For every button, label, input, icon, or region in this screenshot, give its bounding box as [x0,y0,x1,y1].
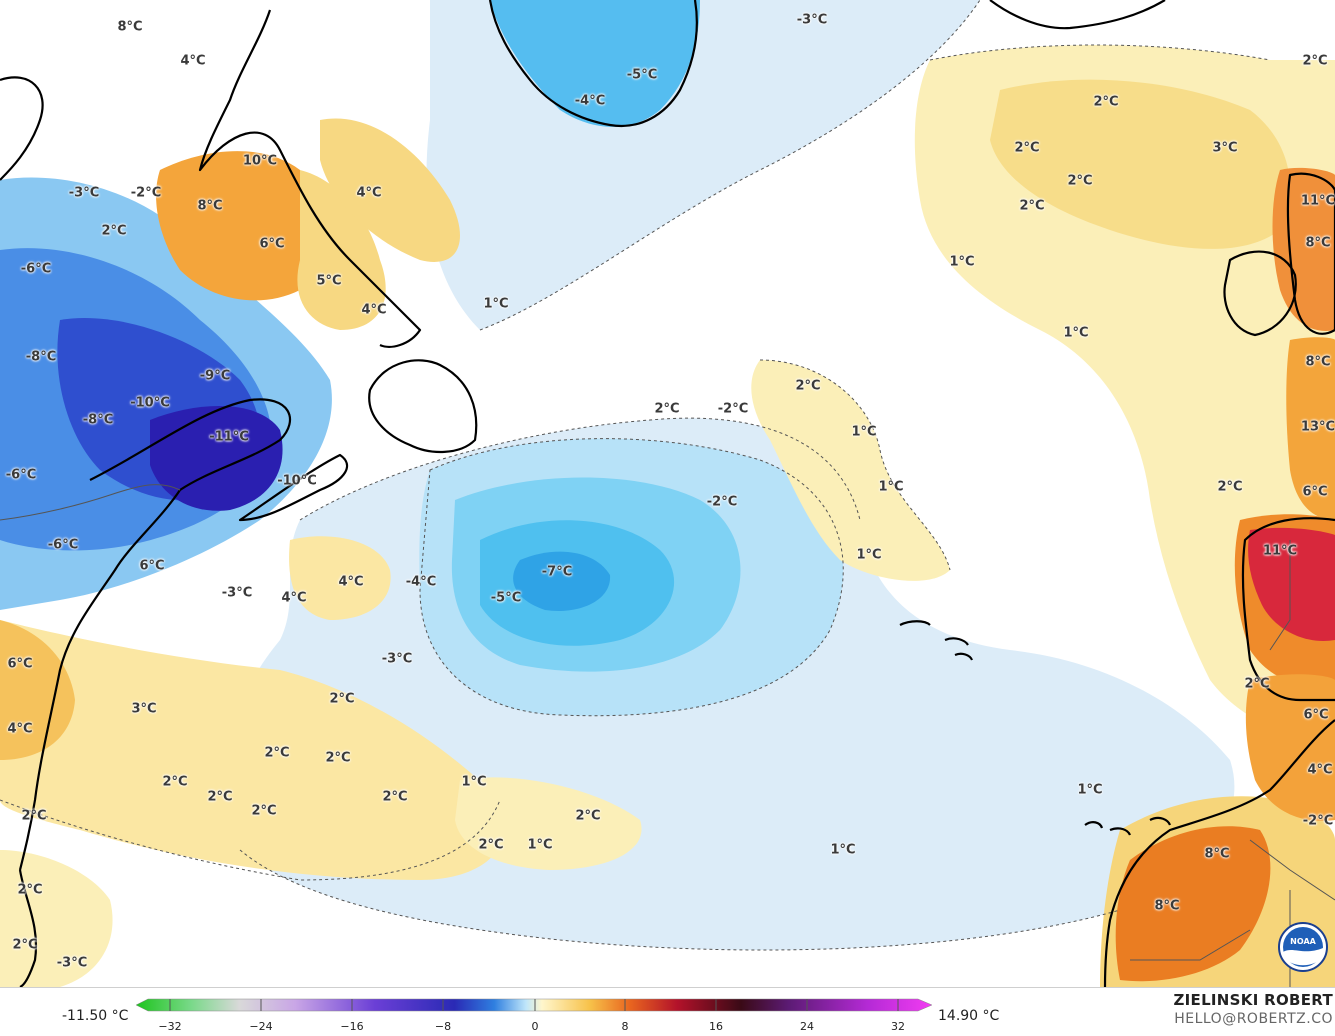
scale-tick-label: 8 [622,1020,629,1033]
scale-max-value: 14.90 °C [938,1008,999,1024]
scale-tick-label: 24 [800,1020,814,1033]
hudson-coast [0,77,43,180]
author-email: HELLO@ROBERTZ.CO [1174,1011,1333,1027]
scale-tick-label: −16 [340,1020,363,1033]
noaa-logo: NOAA [1278,922,1328,972]
map-canvas [0,0,1335,987]
scale-tick-label: 32 [891,1020,905,1033]
anomaly-fill-layer [0,0,1335,987]
author-name: ZIELINSKI ROBERT [1173,991,1333,1009]
newfoundland-coast [369,360,476,452]
color-scale-bar [0,988,1335,1036]
temperature-anomaly-map: 8°C 4°C -3°C -5°C -4°C 2°C 10°C 4°C -3°C… [0,0,1335,987]
noaa-logo-text: NOAA [1290,937,1316,946]
map-footer: -11.50 °C [0,987,1335,1036]
caribbean-pale [0,850,113,987]
scale-tick-label: 0 [532,1020,539,1033]
iceland-coast [990,0,1165,28]
scale-tick-label: −24 [249,1020,272,1033]
scale-tick-label: −32 [158,1020,181,1033]
scale-tick-label: 16 [709,1020,723,1033]
scale-tick-label: −8 [435,1020,451,1033]
